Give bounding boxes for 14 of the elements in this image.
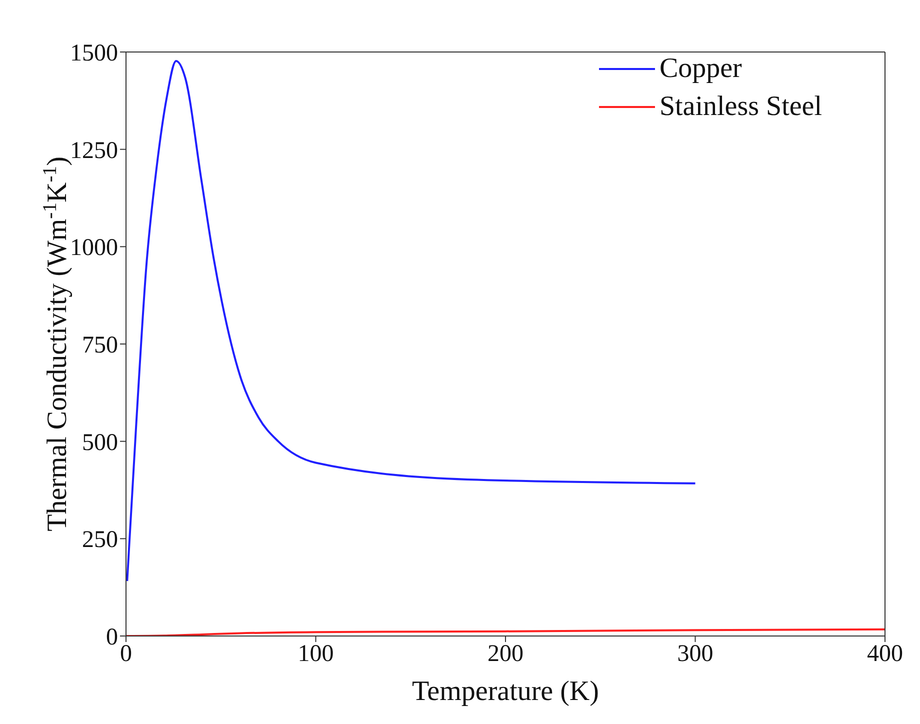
x-axis-title: Temperature (K): [412, 676, 599, 707]
y-tick-label: 750: [82, 332, 118, 359]
y-tick-label: 1500: [70, 40, 118, 67]
x-tick-label: 100: [298, 641, 334, 668]
y-tick-label: 1250: [70, 138, 118, 164]
x-tick-label: 300: [677, 641, 714, 668]
y-tick-label: 1000: [70, 235, 118, 262]
y-tick-label: 250: [82, 527, 118, 554]
x-tick-label: 200: [488, 641, 524, 668]
legend-label: Stainless Steel: [659, 91, 822, 123]
x-tick-label: 400: [867, 641, 903, 668]
y-tick-label: 500: [82, 430, 118, 456]
y-tick-label: 0: [106, 624, 118, 651]
legend-label: Copper: [659, 53, 742, 85]
